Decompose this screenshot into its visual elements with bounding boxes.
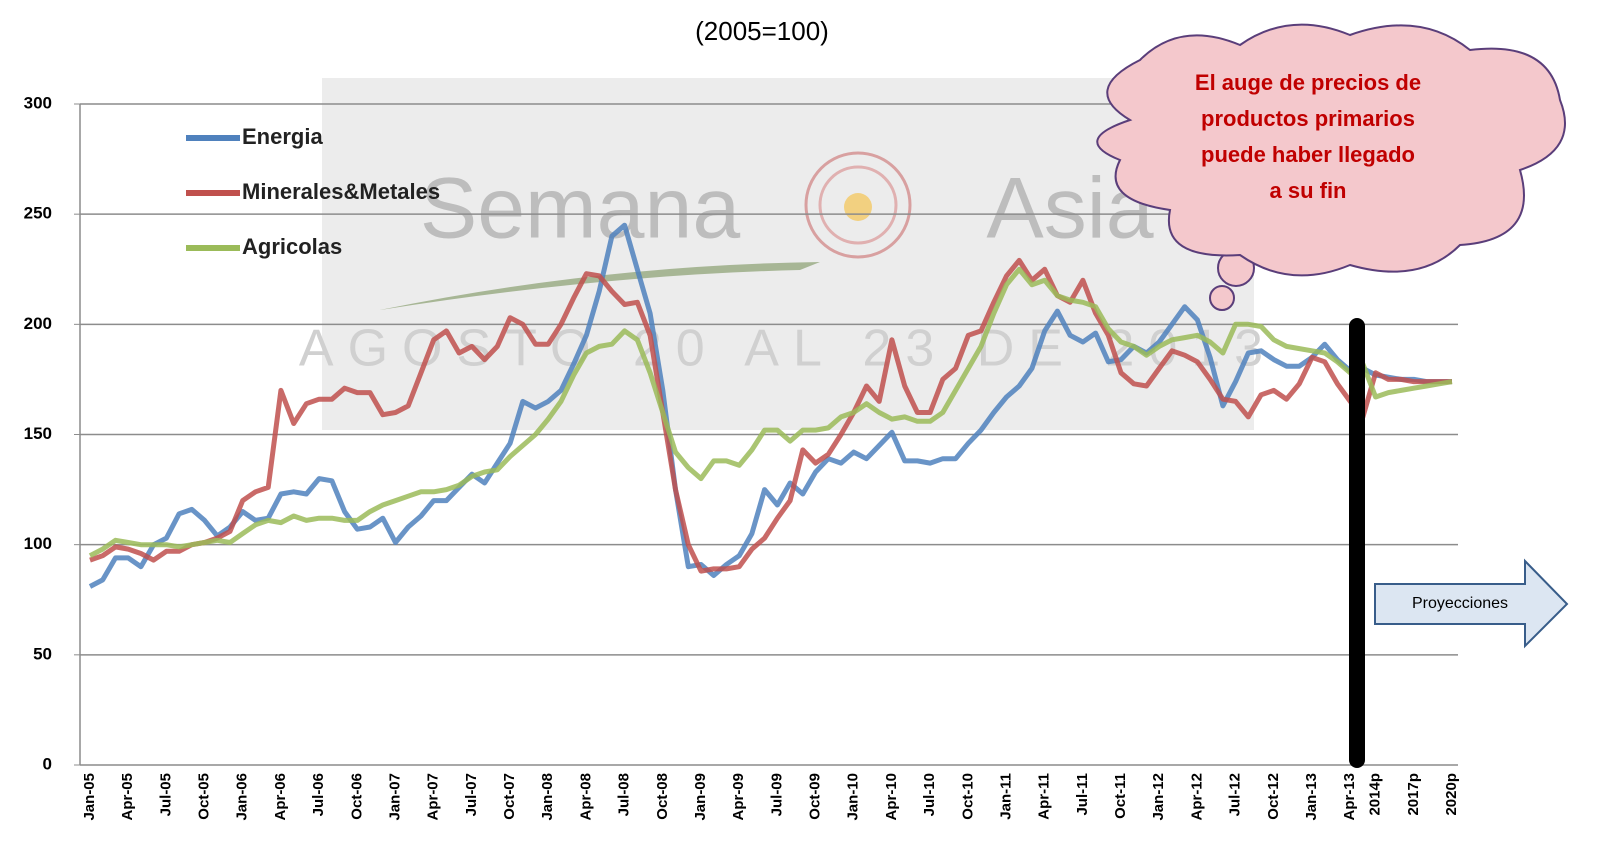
x-tick-label: Jul-11 [1074,773,1091,816]
x-tick-label: 2020p [1443,773,1460,816]
x-tick-label: Jul-10 [921,773,938,816]
x-tick-label: Apr-05 [119,773,136,821]
x-tick-label: Jul-05 [157,773,174,816]
x-tick-label: Oct-11 [1112,773,1129,819]
x-tick-label: Jan-10 [845,773,862,821]
x-tick-label: Oct-12 [1265,773,1282,820]
x-tick-label: Oct-09 [807,773,824,820]
x-tick-label: Oct-06 [348,773,365,820]
x-tick-label: Jan-06 [234,773,251,821]
y-tick-label: 250 [24,204,52,223]
y-tick-label: 150 [24,424,52,443]
cloud-bubble [1210,286,1234,310]
x-tick-label: Jan-05 [81,773,98,821]
annotation-line: El auge de precios de [1195,70,1421,95]
y-tick-label: 300 [24,93,52,112]
x-tick-label: Oct-08 [654,773,671,820]
x-tick-label: Jan-11 [997,773,1014,820]
x-tick-label: Jul-08 [616,773,633,816]
x-tick-label: Apr-09 [730,773,747,821]
watermark-logo [844,193,872,221]
x-tick-label: Apr-08 [577,773,594,821]
chart-subtitle: (2005=100) [695,16,829,46]
y-tick-label: 100 [24,534,52,553]
divider-bar [1349,318,1365,768]
annotation-line: a su fin [1269,178,1346,203]
x-tick-label: Jan-08 [539,773,556,821]
x-tick-label: Apr-12 [1188,773,1205,821]
x-tick-label: Jan-07 [386,773,403,821]
annotation-line: productos primarios [1201,106,1415,131]
x-tick-label: Jul-09 [768,773,785,816]
x-tick-label: 2017p [1405,773,1422,816]
x-tick-label: Apr-10 [883,773,900,821]
y-tick-label: 50 [33,644,52,663]
x-tick-label: Jul-06 [310,773,327,816]
x-tick-label: Jan-09 [692,773,709,821]
x-tick-label: Apr-07 [425,773,442,821]
x-tick-label: 2014p [1367,773,1384,816]
x-tick-label: Apr-06 [272,773,289,821]
x-tick-label: Oct-07 [501,773,518,820]
projection-label: Proyecciones [1412,595,1508,612]
legend-label: Energia [242,124,323,149]
legend-label: Agricolas [242,234,342,259]
page: Semana Asia AGOSTO 20 AL 23 DE 2013 (200… [0,0,1617,862]
x-tick-label: Apr-11 [1036,773,1053,820]
legend-label: Minerales&Metales [242,179,440,204]
x-tick-label: Oct-05 [196,773,213,820]
x-tick-label: Oct-10 [959,773,976,820]
x-tick-label: Jul-07 [463,773,480,816]
y-tick-label: 0 [43,754,52,773]
x-tick-label: Jan-12 [1150,773,1167,821]
y-tick-label: 200 [24,314,52,333]
x-tick-label: Apr-13 [1341,773,1358,821]
x-tick-label: Jan-13 [1303,773,1320,821]
annotation-line: puede haber llegado [1201,142,1415,167]
watermark-text: Semana [420,161,740,257]
x-tick-label: Jul-12 [1227,773,1244,816]
chart: Semana Asia AGOSTO 20 AL 23 DE 2013 (200… [0,0,1617,862]
